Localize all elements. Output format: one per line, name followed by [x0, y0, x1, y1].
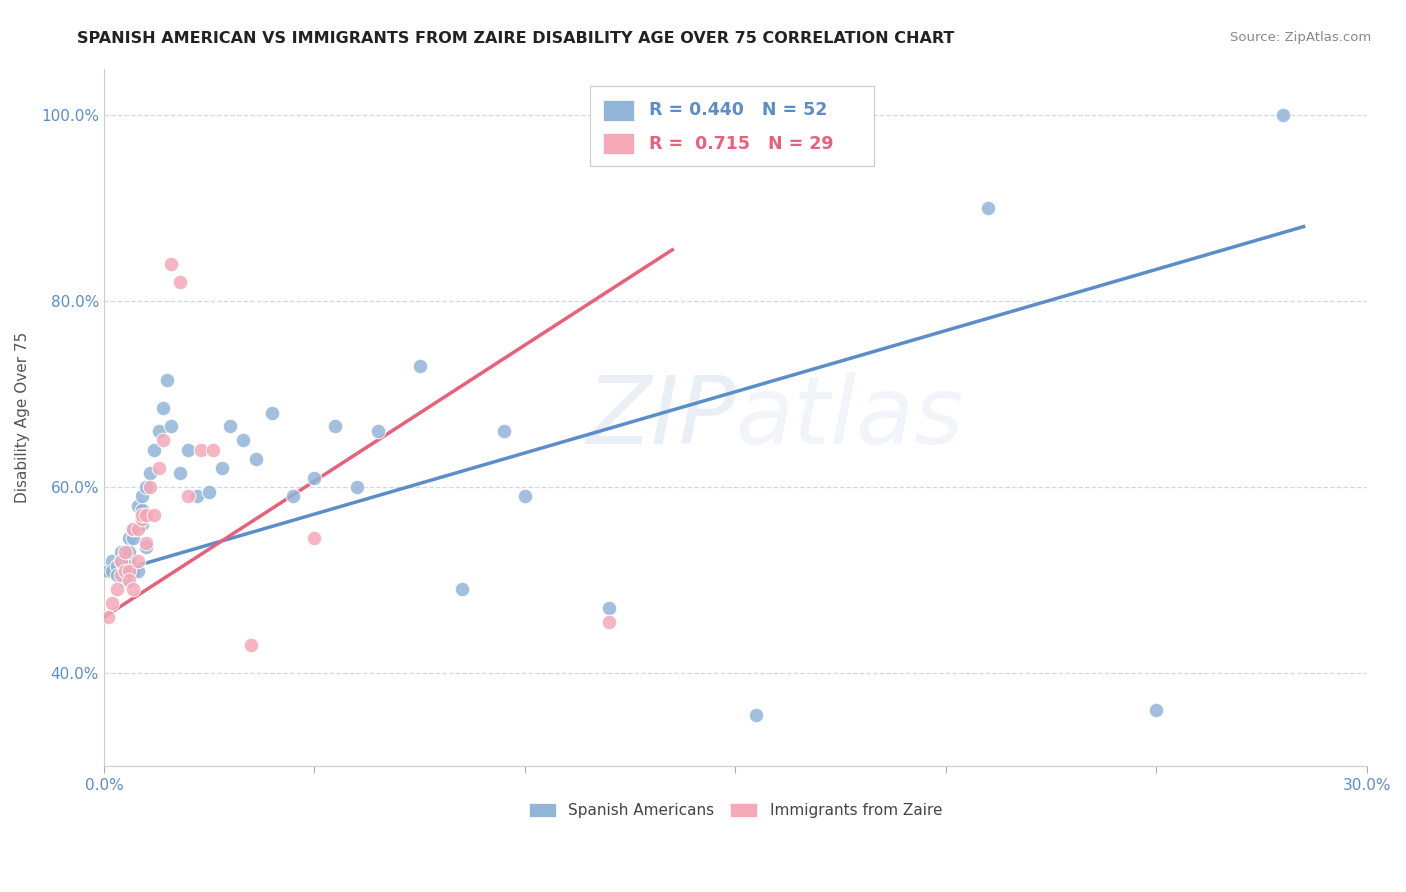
- Point: [139, 480, 162, 494]
- Point: [148, 461, 170, 475]
- Point: [450, 582, 472, 597]
- Point: [1271, 108, 1294, 122]
- Point: [122, 564, 145, 578]
- Point: [101, 596, 124, 610]
- Point: [304, 531, 326, 545]
- Point: [118, 531, 141, 545]
- Point: [152, 434, 174, 448]
- Point: [160, 257, 183, 271]
- Point: [198, 484, 221, 499]
- Point: [1144, 703, 1167, 717]
- Point: [211, 461, 233, 475]
- Point: [114, 564, 136, 578]
- Point: [139, 466, 162, 480]
- Legend: Spanish Americans, Immigrants from Zaire: Spanish Americans, Immigrants from Zaire: [523, 797, 948, 824]
- Text: ZIP: ZIP: [586, 372, 735, 463]
- Point: [101, 554, 124, 568]
- Point: [127, 522, 149, 536]
- FancyBboxPatch shape: [603, 100, 634, 120]
- Text: SPANISH AMERICAN VS IMMIGRANTS FROM ZAIRE DISABILITY AGE OVER 75 CORRELATION CHA: SPANISH AMERICAN VS IMMIGRANTS FROM ZAIR…: [77, 31, 955, 46]
- Point: [110, 545, 132, 559]
- Point: [127, 564, 149, 578]
- FancyBboxPatch shape: [603, 134, 634, 154]
- Point: [240, 638, 263, 652]
- Point: [110, 554, 132, 568]
- Point: [101, 564, 124, 578]
- Point: [367, 424, 389, 438]
- Point: [114, 564, 136, 578]
- Point: [122, 582, 145, 597]
- Point: [118, 545, 141, 559]
- Point: [118, 564, 141, 578]
- Point: [110, 554, 132, 568]
- Point: [325, 419, 347, 434]
- Point: [118, 554, 141, 568]
- Y-axis label: Disability Age Over 75: Disability Age Over 75: [15, 332, 30, 503]
- Point: [131, 503, 153, 517]
- Text: R = 0.440   N = 52: R = 0.440 N = 52: [650, 102, 828, 120]
- Point: [492, 424, 515, 438]
- Point: [408, 359, 430, 373]
- Point: [219, 419, 242, 434]
- Point: [135, 480, 157, 494]
- Point: [304, 470, 326, 484]
- Point: [190, 442, 212, 457]
- Point: [114, 545, 136, 559]
- Point: [131, 517, 153, 532]
- Point: [160, 419, 183, 434]
- Point: [105, 568, 128, 582]
- Point: [131, 508, 153, 522]
- Point: [346, 480, 368, 494]
- Point: [122, 522, 145, 536]
- Point: [186, 489, 208, 503]
- Point: [513, 489, 536, 503]
- Point: [135, 508, 157, 522]
- Point: [262, 405, 284, 419]
- Point: [598, 600, 620, 615]
- Point: [118, 573, 141, 587]
- Text: Source: ZipAtlas.com: Source: ZipAtlas.com: [1230, 31, 1371, 45]
- Point: [169, 276, 191, 290]
- Point: [135, 541, 157, 555]
- Point: [110, 568, 132, 582]
- Point: [143, 508, 166, 522]
- Text: atlas: atlas: [735, 372, 963, 463]
- Point: [114, 549, 136, 564]
- Point: [177, 489, 200, 503]
- Point: [97, 564, 120, 578]
- Point: [122, 522, 145, 536]
- Point: [977, 201, 1000, 215]
- Point: [148, 424, 170, 438]
- Text: R =  0.715   N = 29: R = 0.715 N = 29: [650, 135, 834, 153]
- Point: [97, 610, 120, 624]
- Point: [283, 489, 305, 503]
- Point: [156, 373, 179, 387]
- Point: [169, 466, 191, 480]
- Point: [105, 558, 128, 573]
- Point: [127, 554, 149, 568]
- Point: [127, 499, 149, 513]
- Point: [143, 442, 166, 457]
- FancyBboxPatch shape: [591, 86, 875, 166]
- Point: [122, 531, 145, 545]
- Point: [202, 442, 225, 457]
- Point: [105, 582, 128, 597]
- Point: [598, 615, 620, 629]
- Point: [745, 707, 768, 722]
- Point: [245, 452, 267, 467]
- Point: [131, 489, 153, 503]
- Point: [177, 442, 200, 457]
- Point: [114, 573, 136, 587]
- Point: [232, 434, 254, 448]
- Point: [152, 401, 174, 415]
- Point: [135, 535, 157, 549]
- Point: [131, 512, 153, 526]
